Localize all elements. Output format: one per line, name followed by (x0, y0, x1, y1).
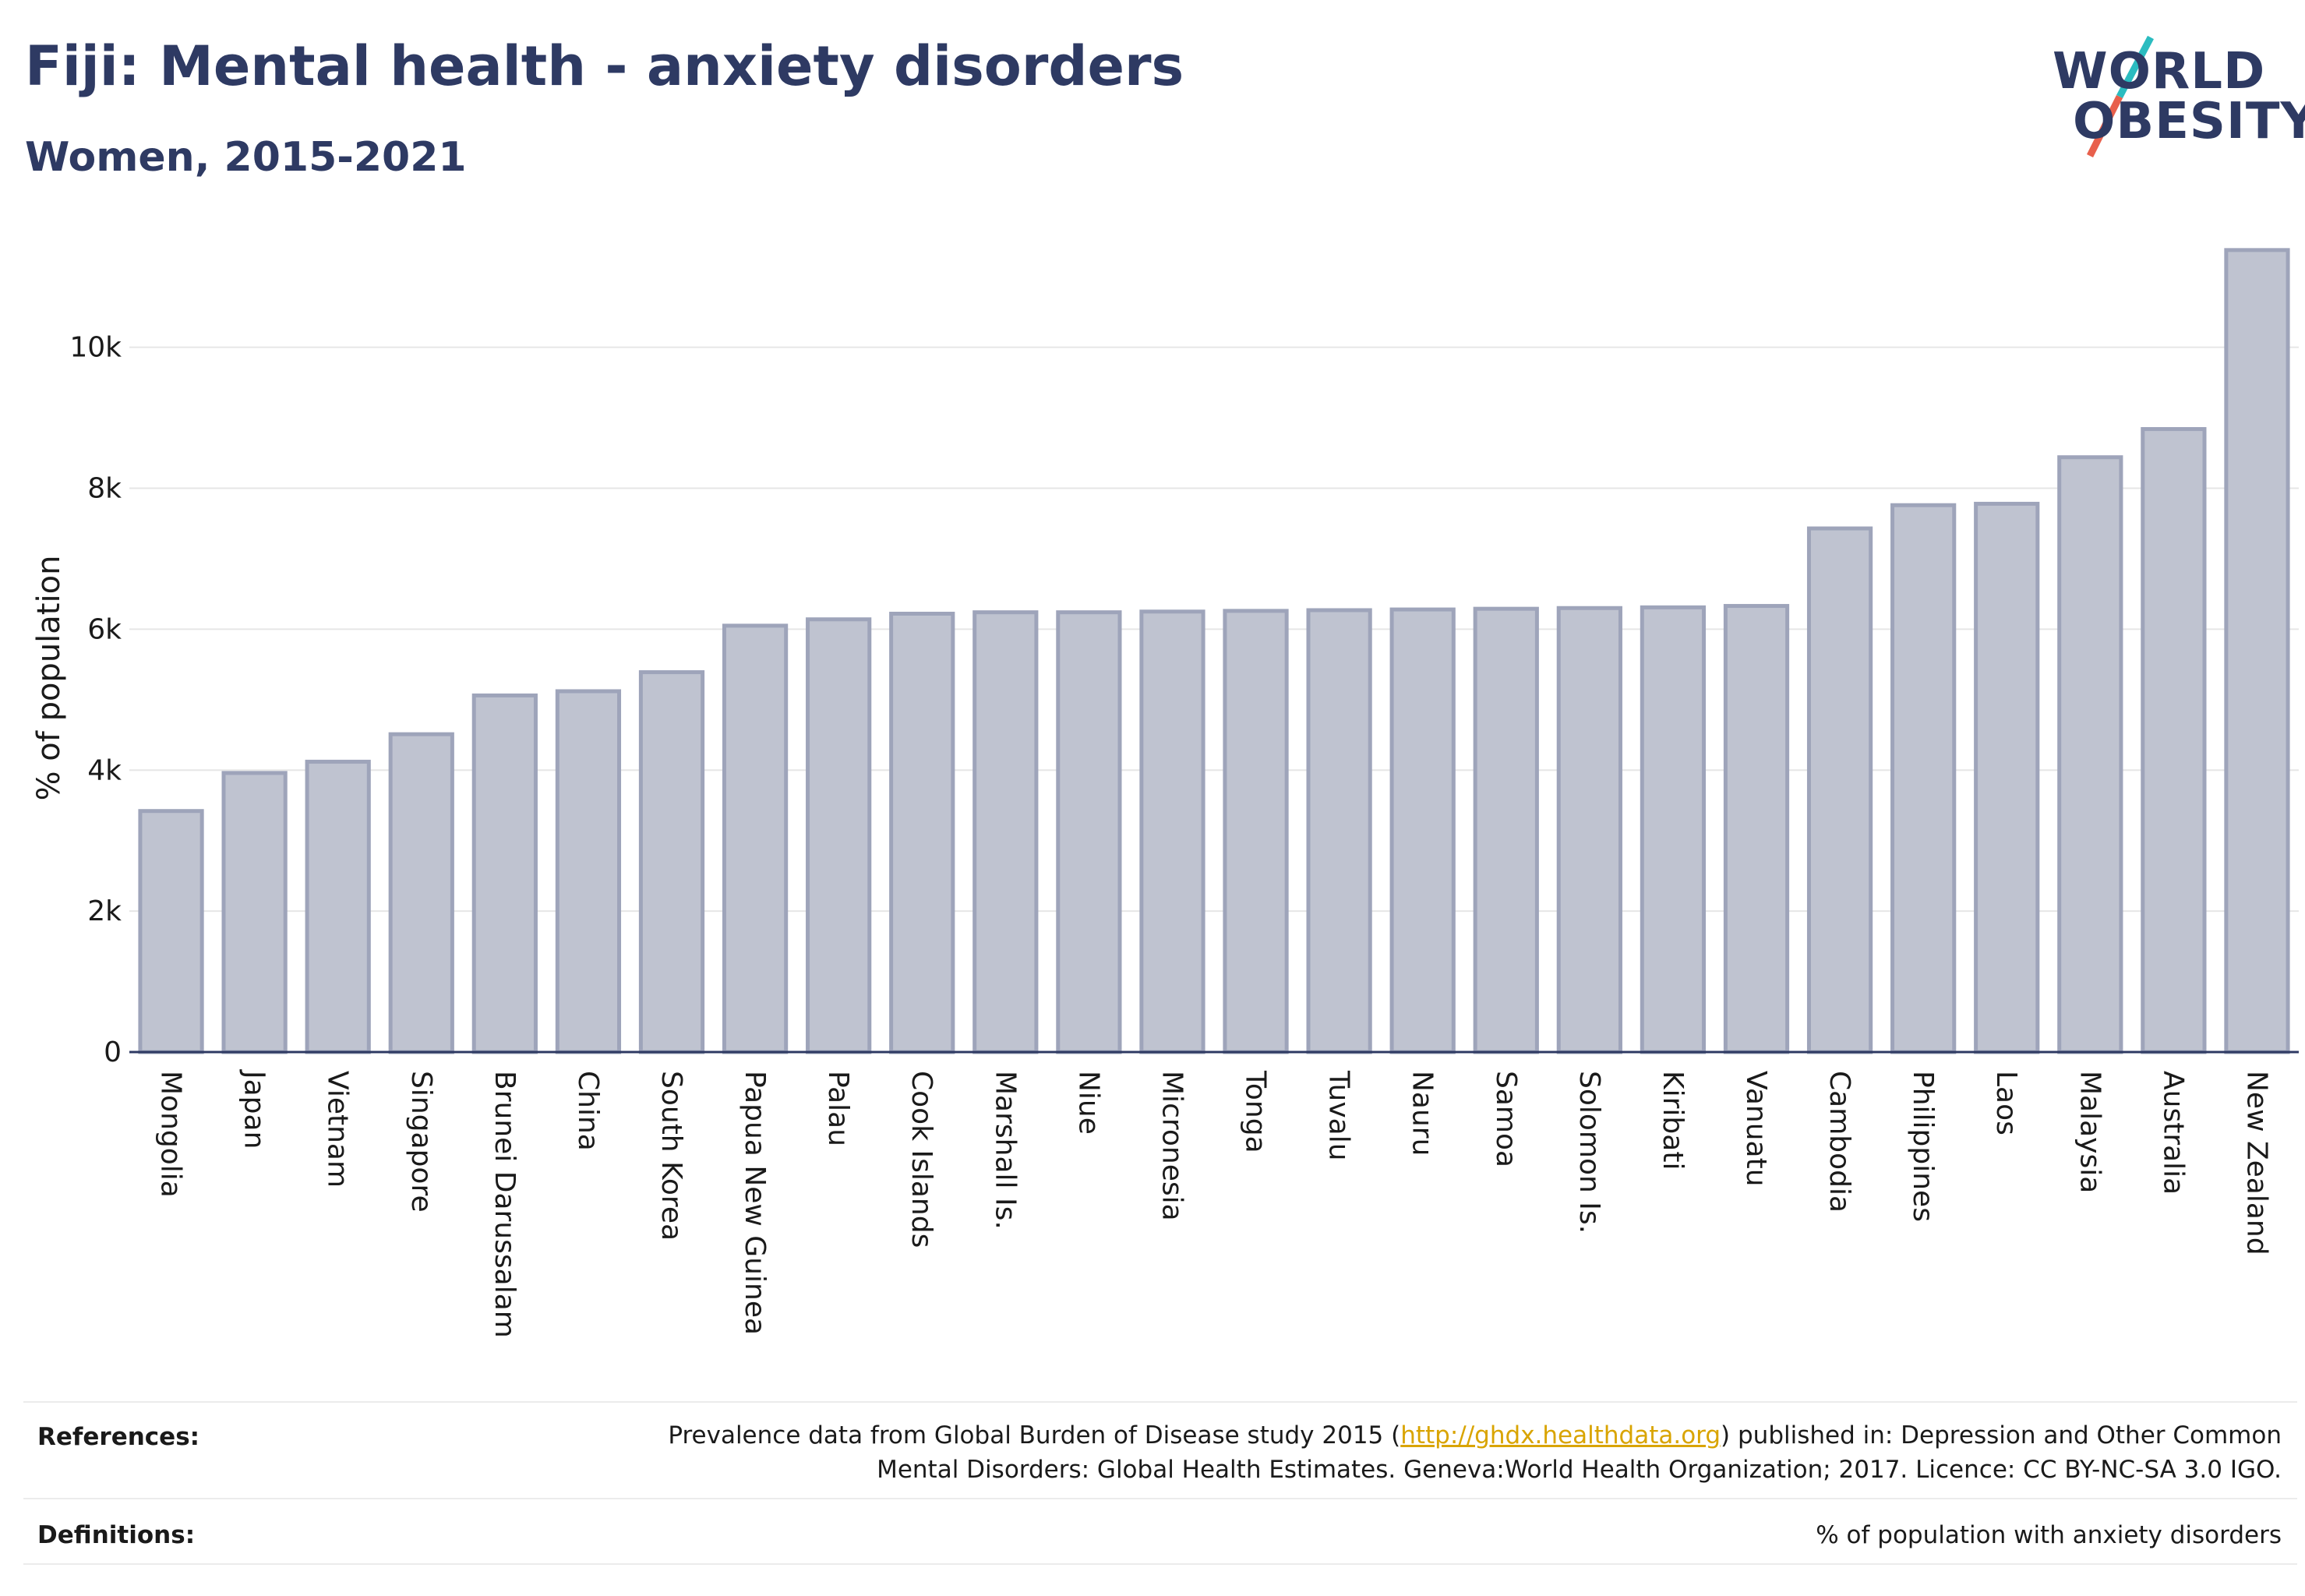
x-tick-label: Micronesia (1156, 1071, 1188, 1221)
x-tick-label: Kiribati (1657, 1071, 1689, 1170)
x-tick-label: New Zealand (2240, 1071, 2272, 1255)
footer-divider-bottom (23, 1563, 2297, 1565)
x-tick-label: Cambodia (1823, 1071, 1855, 1213)
x-tick-label: Laos (1990, 1071, 2022, 1135)
bar (2141, 427, 2207, 1054)
x-tick-label: China (572, 1071, 604, 1151)
x-tick-label: Vietnam (322, 1071, 354, 1188)
x-tick-label: Tuvalu (1323, 1070, 1355, 1161)
bar (1473, 606, 1539, 1054)
bar (471, 693, 538, 1054)
x-tick-label: Niue (1072, 1071, 1104, 1135)
y-tick-label: 6k (87, 613, 122, 645)
logo-slash-icon (2086, 35, 2154, 158)
y-tick-label: 2k (87, 895, 122, 927)
footer-divider-top (23, 1401, 2297, 1403)
bar (305, 759, 371, 1054)
chart-subtitle: Women, 2015-2021 (25, 134, 467, 181)
logo-line2: OBESITY (2073, 93, 2305, 150)
bar (889, 611, 955, 1054)
x-tick-label: Papua New Guinea (739, 1071, 771, 1335)
references-text-end: ) published in: Depression and Other Com… (1721, 1421, 2282, 1449)
bar (1389, 607, 1456, 1054)
bar (1806, 526, 1873, 1054)
logo-line1: WORLD (2053, 43, 2266, 101)
x-tick-label: Australia (2157, 1071, 2189, 1195)
x-tick-label: Philippines (1907, 1071, 1939, 1222)
definitions-text: % of population with anxiety disorders (1816, 1521, 2282, 1549)
bar (2224, 248, 2290, 1054)
bar (555, 689, 622, 1054)
x-tick-label: Brunei Darussalam (489, 1071, 521, 1338)
x-tick-label: Marshall Is. (989, 1071, 1021, 1230)
references-link[interactable]: http://ghdx.healthdata.org (1400, 1421, 1721, 1449)
bar (1223, 609, 1289, 1054)
references-text-start: Prevalence data from Global Burden of Di… (668, 1421, 1401, 1449)
bar (1974, 501, 2040, 1054)
references-text: Prevalence data from Global Burden of Di… (567, 1418, 2282, 1487)
bar (972, 610, 1039, 1054)
bar (1556, 606, 1622, 1054)
world-obesity-logo: WORLD OBESITY (2042, 31, 2305, 164)
y-tick-label: 10k (69, 332, 122, 364)
x-tick-label: Solomon Is. (1573, 1071, 1605, 1234)
x-tick-label: Malaysia (2074, 1071, 2106, 1193)
bar (138, 809, 204, 1054)
footer-divider-middle (23, 1498, 2297, 1499)
x-tick-label: Tonga (1240, 1070, 1272, 1153)
x-tick-label: Samoa (1490, 1071, 1522, 1167)
x-tick-label: Japan (238, 1069, 270, 1149)
x-tick-label: Vanuatu (1740, 1071, 1772, 1187)
chart-title: Fiji: Mental health - anxiety disorders (25, 34, 1184, 98)
bar (1640, 605, 1707, 1054)
y-tick-label: 8k (87, 473, 122, 505)
y-tick-label: 4k (87, 754, 122, 786)
bar-chart: 0 2k 4k 6k 8k 10k % of population Mongolia Japan… (31, 248, 2299, 1338)
bar (1306, 608, 1372, 1054)
bar (638, 670, 705, 1054)
bar (1723, 604, 1790, 1054)
x-tick-label: Mongolia (155, 1071, 187, 1198)
definitions-label: Definitions: (37, 1521, 196, 1549)
x-tick-label: Nauru (1407, 1071, 1438, 1156)
bar (388, 732, 454, 1054)
bar (1139, 609, 1205, 1054)
references-label: References: (37, 1423, 200, 1451)
bar (2057, 455, 2123, 1054)
x-tick-label: Singapore (405, 1071, 437, 1213)
x-tick-label: Palau (822, 1071, 854, 1146)
bar (1056, 610, 1122, 1054)
bar (806, 617, 872, 1054)
y-axis-title: % of population (31, 556, 67, 801)
bar (1890, 503, 1957, 1054)
bar (722, 623, 789, 1054)
x-tick-label: Cook Islands (905, 1071, 937, 1248)
y-tick-label: 0 (104, 1036, 122, 1068)
x-tick-label: South Korea (655, 1071, 687, 1241)
references-text-line2: Mental Disorders: Global Health Estimate… (877, 1456, 2282, 1484)
bar (221, 771, 288, 1054)
